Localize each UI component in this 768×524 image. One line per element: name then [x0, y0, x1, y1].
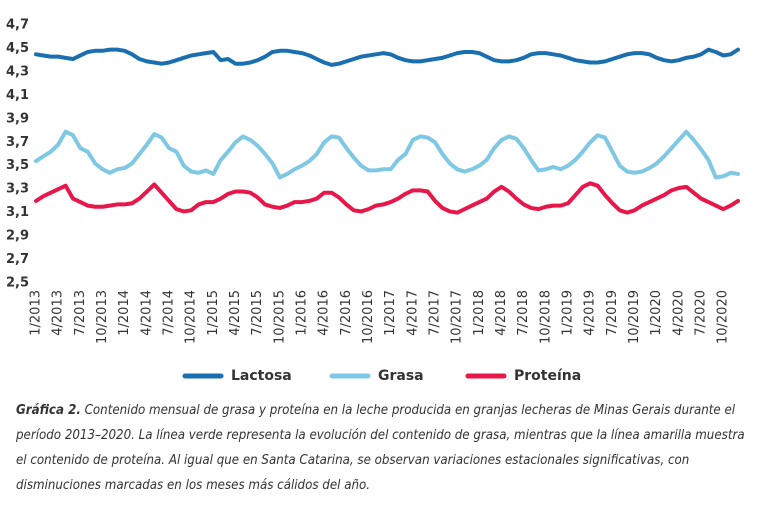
- caption-text: Contenido mensual de grasa y proteína en…: [16, 403, 745, 493]
- x-tick-label: 7/2013: [73, 290, 88, 336]
- x-tick-label: 4/2013: [51, 290, 66, 336]
- x-tick-label: 1/2020: [649, 290, 664, 336]
- x-tick-label: 7/2019: [605, 290, 620, 336]
- series-line: [34, 181, 740, 215]
- x-tick-label: 1/2017: [383, 290, 398, 336]
- series-line: [34, 129, 740, 180]
- x-tick-label: 4/2014: [139, 290, 154, 336]
- x-tick-label: 10/2019: [627, 290, 642, 344]
- x-tick-label: 4/2020: [671, 290, 686, 336]
- chart: 4,74,54,34,13,93,73,53,33,12,92,72,51/20…: [6, 18, 740, 384]
- x-tick-label: 10/2018: [538, 290, 553, 344]
- x-tick-label: 10/2016: [361, 290, 376, 344]
- y-tick-label: 3,1: [6, 205, 29, 220]
- caption: Gráfica 2. Contenido mensual de grasa y …: [16, 398, 752, 498]
- legend-label: Lactosa: [231, 368, 292, 384]
- y-tick-label: 4,3: [6, 64, 29, 79]
- y-tick-label: 2,7: [6, 252, 29, 267]
- x-tick-label: 10/2014: [184, 290, 199, 344]
- x-tick-label: 7/2016: [339, 290, 354, 336]
- y-tick-label: 3,3: [6, 182, 29, 197]
- y-tick-label: 4,1: [6, 88, 29, 103]
- legend-label: Proteína: [514, 368, 581, 384]
- x-tick-label: 7/2014: [162, 290, 177, 336]
- y-tick-label: 2,5: [6, 276, 29, 291]
- x-tick-label: 7/2020: [694, 290, 709, 336]
- x-tick-label: 1/2013: [29, 290, 44, 336]
- y-tick-label: 3,9: [6, 111, 29, 126]
- x-tick-label: 7/2017: [428, 290, 443, 336]
- series-line: [34, 47, 740, 67]
- x-tick-label: 4/2018: [494, 290, 509, 336]
- caption-label: Gráfica 2.: [16, 403, 81, 418]
- x-tick-label: 4/2015: [228, 290, 243, 336]
- x-tick-label: 4/2019: [583, 290, 598, 336]
- x-tick-label: 10/2020: [716, 290, 731, 344]
- y-tick-label: 4,7: [6, 18, 29, 33]
- x-tick-label: 1/2019: [561, 290, 576, 336]
- x-tick-label: 1/2018: [472, 290, 487, 336]
- x-tick-label: 4/2016: [317, 290, 332, 336]
- x-tick-label: 1/2015: [206, 290, 221, 336]
- x-tick-label: 1/2016: [295, 290, 310, 336]
- y-tick-label: 3,5: [6, 158, 29, 173]
- x-tick-label: 7/2015: [250, 290, 265, 336]
- x-tick-label: 10/2015: [272, 290, 287, 344]
- x-tick-label: 7/2018: [516, 290, 531, 336]
- y-tick-label: 2,9: [6, 229, 29, 244]
- y-tick-label: 3,7: [6, 135, 29, 150]
- x-tick-label: 1/2014: [117, 290, 132, 336]
- y-tick-label: 4,5: [6, 41, 29, 56]
- x-tick-label: 10/2017: [450, 290, 465, 344]
- legend-label: Grasa: [378, 368, 424, 384]
- x-tick-label: 10/2013: [95, 290, 110, 344]
- x-tick-label: 4/2017: [405, 290, 420, 336]
